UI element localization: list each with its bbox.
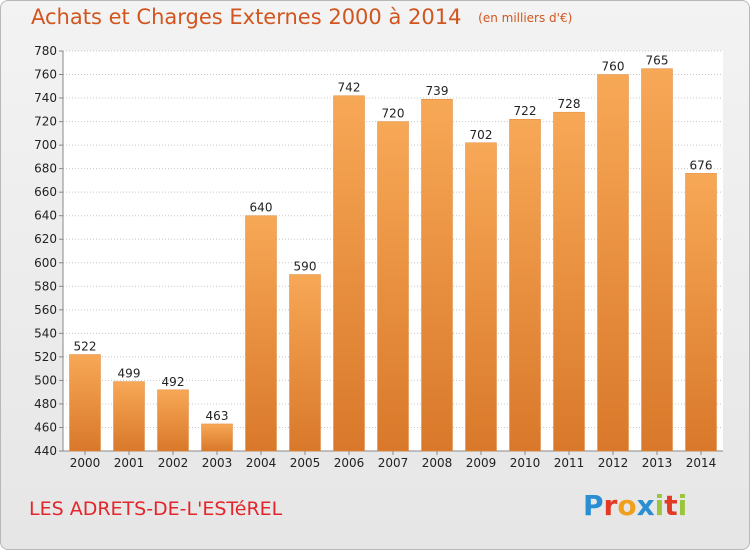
data-label: 728 (558, 97, 581, 111)
x-tick-label: 2008 (422, 456, 453, 470)
data-label: 492 (162, 375, 185, 389)
data-label: 590 (294, 260, 317, 274)
y-tick-label: 500 (34, 373, 57, 387)
y-tick-label: 480 (34, 397, 57, 411)
y-tick-label: 680 (34, 162, 57, 176)
bar (553, 111, 585, 452)
data-label: 463 (206, 409, 229, 423)
data-label: 640 (250, 201, 273, 215)
data-label: 720 (382, 107, 405, 121)
y-tick-label: 740 (34, 91, 57, 105)
bar (509, 118, 541, 452)
x-tick-label: 2013 (642, 456, 673, 470)
x-tick-label: 2003 (202, 456, 233, 470)
bar (245, 215, 277, 452)
y-tick-label: 780 (34, 44, 57, 58)
x-tick-label: 2004 (246, 456, 277, 470)
bar (157, 389, 189, 452)
data-label: 722 (514, 104, 537, 118)
data-label: 522 (74, 340, 97, 354)
data-label: 739 (426, 84, 449, 98)
x-tick-label: 2006 (334, 456, 365, 470)
bar (465, 142, 497, 452)
bar (333, 95, 365, 452)
place-name: LES ADRETS-DE-L'ESTéREL (29, 498, 283, 520)
y-tick-label: 580 (34, 279, 57, 293)
y-tick-label: 600 (34, 256, 57, 270)
x-tick-label: 2009 (466, 456, 497, 470)
bar (113, 381, 145, 452)
data-label: 760 (602, 60, 625, 74)
data-label: 702 (470, 128, 493, 142)
proxiti-logo: Proxiti (583, 489, 688, 522)
x-tick-label: 2000 (70, 456, 101, 470)
x-tick-label: 2007 (378, 456, 409, 470)
bar (685, 173, 717, 452)
x-tick-label: 2005 (290, 456, 321, 470)
y-tick-label: 520 (34, 350, 57, 364)
bar (421, 98, 453, 452)
chart-subtitle: (en milliers d'€) (478, 11, 573, 25)
x-tick-label: 2002 (158, 456, 189, 470)
y-tick-label: 760 (34, 68, 57, 82)
y-tick-label: 460 (34, 420, 57, 434)
y-tick-label: 720 (34, 115, 57, 129)
chart-title: Achats et Charges Externes 2000 à 2014 (31, 5, 462, 29)
x-tick-label: 2011 (554, 456, 585, 470)
y-tick-label: 660 (34, 185, 57, 199)
y-tick-label: 620 (34, 232, 57, 246)
x-tick-label: 2010 (510, 456, 541, 470)
data-label: 765 (646, 54, 669, 68)
bar (289, 274, 321, 452)
data-label: 742 (338, 81, 361, 95)
chart-title-block: Achats et Charges Externes 2000 à 2014 (… (31, 5, 572, 29)
x-tick-label: 2012 (598, 456, 629, 470)
y-tick-label: 700 (34, 138, 57, 152)
bar (201, 423, 233, 452)
data-label: 676 (690, 158, 713, 172)
y-tick-label: 560 (34, 303, 57, 317)
bar (641, 68, 673, 452)
y-tick-label: 640 (34, 209, 57, 223)
data-label: 499 (118, 367, 141, 381)
bar (597, 74, 629, 452)
x-tick-label: 2001 (114, 456, 145, 470)
y-tick-label: 540 (34, 326, 57, 340)
bar (377, 121, 409, 452)
bar (69, 354, 101, 452)
y-tick-label: 440 (34, 444, 57, 458)
x-tick-label: 2014 (686, 456, 717, 470)
